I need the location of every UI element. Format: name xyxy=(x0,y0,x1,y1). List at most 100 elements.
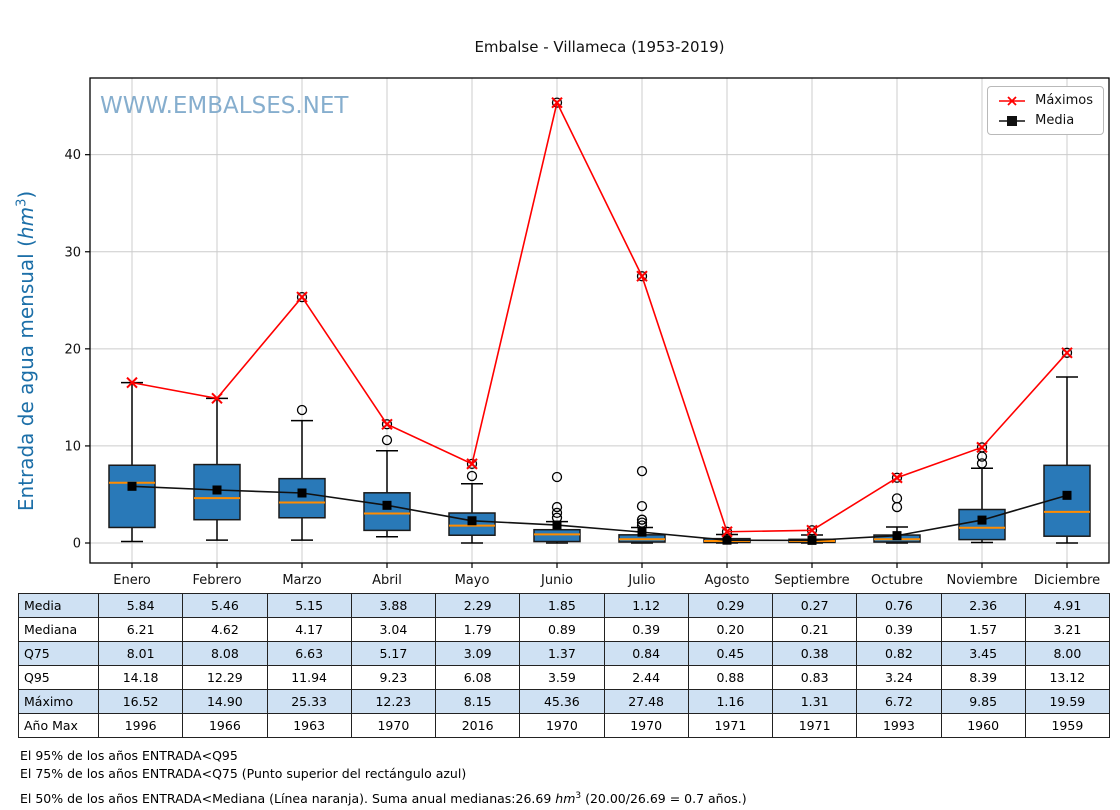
table-cell: 1970 xyxy=(519,713,605,738)
table-row-media: Media 5.84 5.46 5.15 3.88 2.29 1.85 1.12 0.29 0.2… xyxy=(18,593,1111,618)
mean-marker-junio xyxy=(552,520,562,530)
boxplot-chart: WWW.EMBALSES.NET 0 10 20 30 40 Enero Febrero Mar… xyxy=(64,77,1110,588)
table-cell: 2.44 xyxy=(603,665,689,690)
watermark: WWW.EMBALSES.NET xyxy=(100,93,349,119)
mean-marker-noviembre xyxy=(977,515,987,525)
outlier-junio xyxy=(551,97,563,108)
table-cell: 8.39 xyxy=(940,665,1026,690)
y-axis-unit-exponent: 3 xyxy=(14,198,30,207)
footnote-q95: El 95% de los años ENTRADA<Q95 xyxy=(20,748,238,763)
table-cell: 1960 xyxy=(940,713,1026,738)
table-cell: 5.46 xyxy=(182,593,268,618)
chart-title: Embalse - Villameca (1953-2019) xyxy=(474,38,725,56)
table-cell: 0.76 xyxy=(856,593,942,618)
table-cell: 2.36 xyxy=(940,593,1026,618)
table-cell: 1966 xyxy=(182,713,268,738)
outlier-julio xyxy=(636,271,648,282)
max-marker-octubre xyxy=(891,472,903,484)
table-cell: 5.84 xyxy=(97,593,184,618)
max-line xyxy=(131,100,1068,533)
max-marker-abril xyxy=(381,418,393,430)
table-cell: 14.90 xyxy=(182,689,268,714)
legend-label-media: Media xyxy=(1035,113,1075,128)
outlier-noviembre xyxy=(976,458,988,469)
table-cell: 14.18 xyxy=(97,665,184,690)
max-marker-septiembre xyxy=(806,524,818,536)
table-cell: 1.79 xyxy=(434,617,521,642)
y-axis-unit: hm xyxy=(14,206,38,240)
x-tick-label-abril: Abril xyxy=(372,573,402,588)
table-cell: 45.36 xyxy=(519,689,605,714)
y-tick-label: 30 xyxy=(64,245,81,260)
outlier-mayo xyxy=(466,470,478,482)
box-marzo xyxy=(278,477,326,519)
table-row-label: Media xyxy=(18,593,99,618)
x-tick-label-mayo: Mayo xyxy=(455,573,490,588)
box-enero xyxy=(108,464,156,529)
max-line-marker-icon xyxy=(999,95,1026,106)
table-row-q95: Q95 14.18 12.29 11.94 9.23 6.08 3.59 2.44 0.88 0.… xyxy=(18,665,1111,690)
mean-marker-julio xyxy=(637,527,647,537)
table-cell: 9.23 xyxy=(350,665,437,690)
table-cell: 1963 xyxy=(266,713,352,738)
table-cell: 0.82 xyxy=(856,641,942,666)
table-cell: 3.04 xyxy=(350,617,437,642)
table-cell: 0.45 xyxy=(687,641,774,666)
table-cell: 6.63 xyxy=(266,641,352,666)
table-cell: 19.59 xyxy=(1024,689,1111,714)
outlier-marzo xyxy=(296,291,308,303)
y-tick-label: 0 xyxy=(73,537,81,552)
x-tick-label-noviembre: Noviembre xyxy=(947,573,1018,588)
footnote-mediana: El 50% de los años ENTRADA<Mediana (Líne… xyxy=(20,787,747,808)
max-marker-marzo xyxy=(296,291,308,303)
legend-item-media: Media xyxy=(997,113,1093,128)
mean-marker-diciembre xyxy=(1062,490,1072,500)
box-diciembre xyxy=(1043,464,1091,537)
table-cell: 16.52 xyxy=(97,689,184,714)
footnote-q75: El 75% de los años ENTRADA<Q75 (Punto su… xyxy=(20,766,467,781)
footnote-mediana-tail: (20.00/26.69 = 0.7 años.) xyxy=(581,791,747,807)
mean-marker-enero xyxy=(127,481,137,491)
table-cell: 0.27 xyxy=(771,593,858,618)
table-cell: 6.72 xyxy=(856,689,942,714)
outlier-abril xyxy=(381,434,393,446)
legend-item-maximos: Máximos xyxy=(997,93,1093,108)
table-cell: 1.85 xyxy=(519,593,605,618)
max-marker-noviembre xyxy=(976,441,988,454)
x-tick-label-enero: Enero xyxy=(113,573,151,588)
outlier-junio xyxy=(551,501,563,513)
table-cell: 1959 xyxy=(1024,713,1111,738)
table-cell: 0.83 xyxy=(771,665,858,690)
footnotes: El 95% de los años ENTRADA<Q95 El 75% de… xyxy=(20,747,747,808)
max-marker-febrero xyxy=(211,392,223,405)
mean-marker-septiembre xyxy=(807,535,817,545)
y-tick-label: 10 xyxy=(64,439,81,454)
x-tick-label-febrero: Febrero xyxy=(192,573,241,588)
table-cell: 3.45 xyxy=(940,641,1026,666)
mean-marker-abril xyxy=(382,500,392,510)
table-cell: 1971 xyxy=(687,713,774,738)
max-marker-junio xyxy=(551,96,563,109)
table-cell: 2016 xyxy=(434,713,521,738)
table-cell: 1970 xyxy=(603,713,689,738)
table-cell: 3.21 xyxy=(1024,617,1111,642)
y-axis-label-text: Entrada de agua mensual ( xyxy=(14,239,38,512)
y-tick-label: 20 xyxy=(64,342,81,357)
table-cell: 1.12 xyxy=(603,593,689,618)
table-cell: 0.38 xyxy=(771,641,858,666)
box-junio xyxy=(533,528,581,543)
max-marker-diciembre xyxy=(1061,347,1073,359)
max-marker-julio xyxy=(636,270,648,282)
mean-marker-agosto xyxy=(722,535,732,545)
monthly-stats-table: Media 5.84 5.46 5.15 3.88 2.29 1.85 1.12 0.29 0.2… xyxy=(18,593,1111,738)
mean-marker-febrero xyxy=(212,485,222,495)
table-cell: 1996 xyxy=(97,713,184,738)
outlier-abril xyxy=(381,419,393,430)
max-marker-agosto xyxy=(721,526,733,538)
table-cell: 0.89 xyxy=(519,617,605,642)
max-marker-enero xyxy=(126,376,138,389)
table-row-label: Máximo xyxy=(18,689,99,714)
table-cell: 2.29 xyxy=(434,593,521,618)
mean-marker-mayo xyxy=(467,516,477,526)
